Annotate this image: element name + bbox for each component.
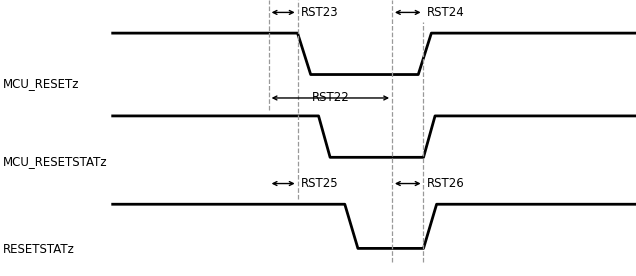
- Text: RESETSTATz: RESETSTATz: [3, 243, 75, 256]
- Text: RST25: RST25: [301, 177, 338, 190]
- Text: RST22: RST22: [312, 91, 349, 105]
- Text: MCU_RESETz: MCU_RESETz: [3, 77, 80, 90]
- Text: RST23: RST23: [301, 6, 338, 19]
- Text: MCU_RESETSTATz: MCU_RESETSTATz: [3, 155, 108, 168]
- Text: RST26: RST26: [427, 177, 464, 190]
- Text: RST24: RST24: [427, 6, 464, 19]
